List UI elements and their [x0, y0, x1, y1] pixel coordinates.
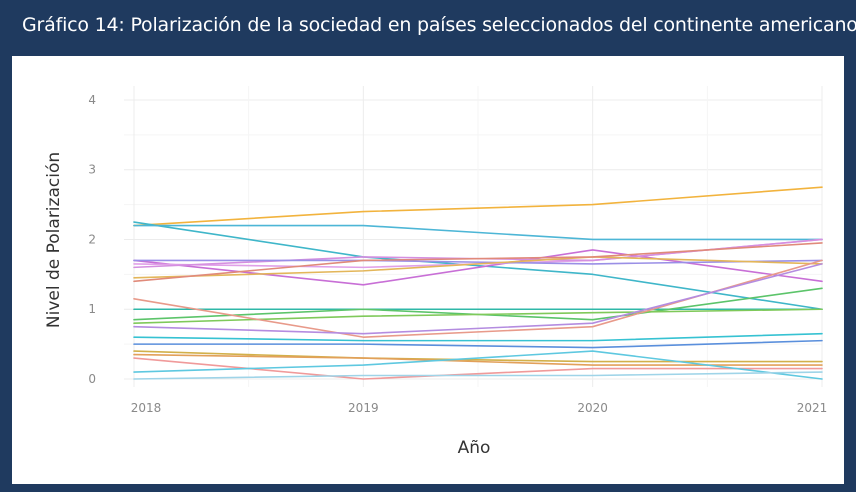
chart-title: Gráfico 14: Polarización de la sociedad …: [22, 14, 856, 36]
y-tick-label: 0: [88, 372, 96, 386]
series-line-9: [133, 242, 823, 283]
y-tick-label: 4: [88, 93, 96, 107]
series-line-20: [133, 350, 823, 380]
series-line-15: [133, 332, 823, 342]
x-tick-label: 2019: [348, 401, 379, 415]
series-line-21: [133, 371, 823, 380]
y-axis-label: Nivel de Polarización: [44, 152, 64, 328]
series-line-1: [133, 186, 823, 227]
line-chart: 0 1 2 3 4 2018 2019 2020 2021 Año Nivel de Polar…: [44, 86, 827, 458]
series-line-8: [133, 256, 823, 279]
series-line-14: [133, 263, 823, 335]
series-line-7: [133, 259, 823, 265]
x-tick-label: 2021: [797, 401, 828, 415]
x-tick-label: 2018: [131, 401, 162, 415]
tick-labels: 0 1 2 3 4 2018 2019 2020 2021: [88, 93, 827, 415]
chart-panel: 0 1 2 3 4 2018 2019 2020 2021 Año Nivel de Polar…: [12, 56, 844, 484]
series-line-3: [133, 224, 823, 241]
series-line-17: [133, 350, 823, 363]
y-tick-label: 2: [88, 232, 96, 246]
y-tick-label: 1: [88, 302, 96, 316]
x-tick-label: 2020: [577, 401, 608, 415]
x-axis-label: Año: [458, 438, 491, 458]
series-line-16: [133, 339, 823, 349]
series-line-2: [133, 221, 823, 311]
series-line-4: [133, 249, 823, 286]
series-line-12: [133, 308, 823, 324]
series-layer: [133, 186, 823, 380]
y-tick-label: 3: [88, 163, 96, 177]
